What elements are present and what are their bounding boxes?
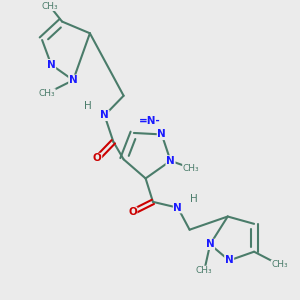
- Text: N: N: [47, 60, 56, 70]
- Text: CH₃: CH₃: [183, 164, 200, 172]
- Text: N: N: [158, 129, 166, 140]
- Text: N: N: [225, 256, 233, 266]
- Text: O: O: [93, 154, 102, 164]
- Text: N: N: [69, 75, 78, 85]
- Text: CH₃: CH₃: [38, 89, 55, 98]
- Text: O: O: [128, 207, 137, 217]
- Text: =N-: =N-: [139, 116, 161, 126]
- Text: CH₃: CH₃: [41, 2, 58, 10]
- Text: N: N: [206, 239, 214, 249]
- Text: CH₃: CH₃: [271, 260, 288, 269]
- Text: N: N: [166, 156, 175, 166]
- Text: CH₃: CH₃: [196, 266, 213, 275]
- Text: N: N: [173, 203, 182, 213]
- Text: H: H: [190, 194, 197, 204]
- Text: N: N: [100, 110, 109, 120]
- Text: H: H: [84, 101, 92, 111]
